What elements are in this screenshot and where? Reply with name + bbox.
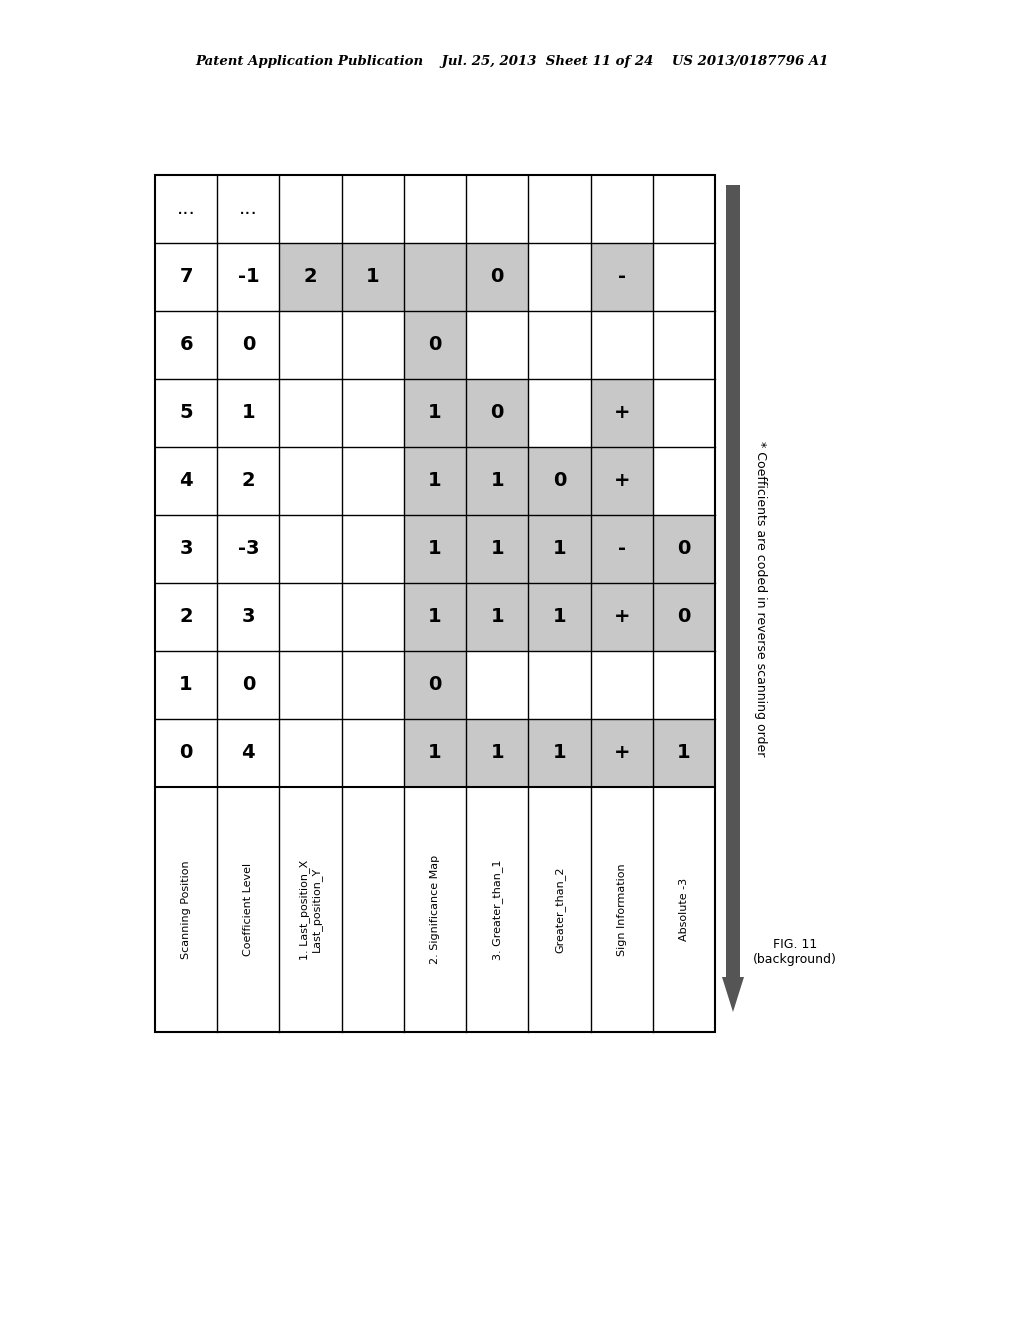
Bar — [466, 515, 528, 583]
Bar — [466, 719, 528, 787]
Text: -1: -1 — [238, 268, 259, 286]
Bar — [726, 185, 740, 983]
Text: 1: 1 — [490, 471, 504, 491]
Bar — [403, 243, 466, 312]
Bar — [528, 583, 591, 651]
Text: 0: 0 — [428, 676, 441, 694]
Text: 3: 3 — [179, 540, 193, 558]
Text: 1: 1 — [553, 743, 566, 763]
Bar — [591, 719, 652, 787]
Text: 1: 1 — [179, 676, 193, 694]
Bar — [342, 243, 403, 312]
Text: 2: 2 — [179, 607, 193, 627]
Text: +: + — [613, 743, 630, 763]
Text: 5: 5 — [179, 404, 193, 422]
Bar — [466, 583, 528, 651]
Text: 7: 7 — [179, 268, 193, 286]
Text: 0: 0 — [242, 335, 255, 355]
Polygon shape — [722, 977, 744, 1012]
Text: 4: 4 — [179, 471, 193, 491]
Text: ...: ... — [239, 199, 258, 219]
Text: FIG. 11
(background): FIG. 11 (background) — [753, 939, 837, 966]
Text: 1. Last_position_X
Last_position_Y: 1. Last_position_X Last_position_Y — [299, 859, 323, 960]
Text: Scanning Position: Scanning Position — [181, 861, 191, 958]
Text: Coefficient Level: Coefficient Level — [244, 863, 253, 956]
Bar — [466, 243, 528, 312]
Text: +: + — [613, 607, 630, 627]
Text: 1: 1 — [428, 743, 441, 763]
Bar — [591, 379, 652, 447]
Text: 3. Greater_than_1: 3. Greater_than_1 — [492, 859, 503, 960]
Text: ...: ... — [177, 199, 196, 219]
Text: 2: 2 — [304, 268, 317, 286]
Bar — [528, 447, 591, 515]
Text: 1: 1 — [242, 404, 255, 422]
Bar — [403, 651, 466, 719]
Bar — [403, 719, 466, 787]
Bar — [652, 583, 715, 651]
Bar — [466, 379, 528, 447]
Text: +: + — [613, 404, 630, 422]
Text: 3: 3 — [242, 607, 255, 627]
Bar — [403, 583, 466, 651]
Text: Greater_than_2: Greater_than_2 — [554, 866, 565, 953]
Text: 1: 1 — [428, 540, 441, 558]
Text: 0: 0 — [677, 540, 690, 558]
Text: -3: -3 — [238, 540, 259, 558]
Text: 1: 1 — [366, 268, 380, 286]
Text: 1: 1 — [490, 743, 504, 763]
Text: Patent Application Publication    Jul. 25, 2013  Sheet 11 of 24    US 2013/01877: Patent Application Publication Jul. 25, … — [196, 55, 828, 69]
Text: Sign Information: Sign Information — [616, 863, 627, 956]
Bar — [403, 447, 466, 515]
Bar — [591, 583, 652, 651]
Text: 0: 0 — [553, 471, 566, 491]
Bar — [280, 243, 342, 312]
Text: 0: 0 — [490, 404, 504, 422]
Bar — [403, 515, 466, 583]
Text: 1: 1 — [553, 607, 566, 627]
Text: 2: 2 — [242, 471, 255, 491]
Text: 4: 4 — [242, 743, 255, 763]
Bar — [466, 447, 528, 515]
Text: 0: 0 — [677, 607, 690, 627]
Text: 1: 1 — [428, 404, 441, 422]
Bar — [652, 515, 715, 583]
Text: 2. Significance Map: 2. Significance Map — [430, 855, 440, 964]
Text: 0: 0 — [179, 743, 193, 763]
Text: 1: 1 — [490, 607, 504, 627]
Bar — [403, 312, 466, 379]
Text: 1: 1 — [428, 607, 441, 627]
Bar — [528, 515, 591, 583]
Text: Absolute -3: Absolute -3 — [679, 878, 689, 941]
Text: 1: 1 — [677, 743, 691, 763]
Bar — [528, 719, 591, 787]
Text: 0: 0 — [242, 676, 255, 694]
Text: 0: 0 — [428, 335, 441, 355]
Text: -: - — [617, 268, 626, 286]
Text: 6: 6 — [179, 335, 193, 355]
Text: 1: 1 — [490, 540, 504, 558]
Bar — [591, 515, 652, 583]
Bar — [403, 379, 466, 447]
Text: -: - — [617, 540, 626, 558]
Bar — [155, 176, 715, 1032]
Text: 1: 1 — [428, 471, 441, 491]
Text: 0: 0 — [490, 268, 504, 286]
Bar — [652, 719, 715, 787]
Bar — [591, 447, 652, 515]
Text: 1: 1 — [553, 540, 566, 558]
Text: * Coefficients are coded in reverse scanning order: * Coefficients are coded in reverse scan… — [755, 441, 768, 756]
Bar — [591, 243, 652, 312]
Text: +: + — [613, 471, 630, 491]
